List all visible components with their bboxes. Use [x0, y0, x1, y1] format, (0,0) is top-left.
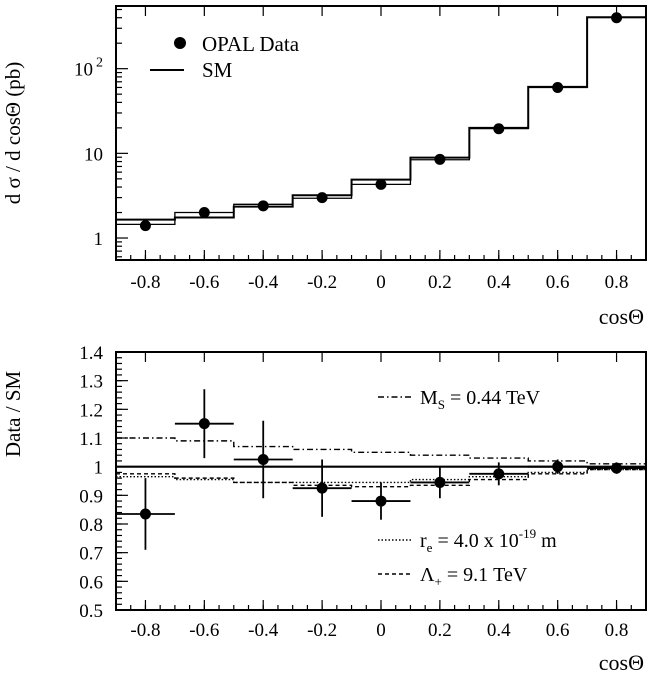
top-y-axis-label: d σ / d cosΘ (pb) [1, 62, 25, 205]
ratio-marker [611, 462, 623, 474]
bottom-y-tick-label: 0.9 [79, 486, 103, 507]
legend-ms-symbol: M [420, 387, 438, 409]
bottom-legend: MS = 0.44 TeV re = 4.0 x 10-19 m Λ+ = 9.… [378, 387, 557, 589]
bottom-data-point [528, 459, 588, 474]
legend-data-marker [174, 37, 186, 49]
bottom-x-tick-label: -0.2 [307, 620, 337, 641]
bottom-data-point [410, 466, 470, 499]
legend-lambda-sub: + [435, 574, 442, 589]
top-data-point [434, 153, 446, 165]
bottom-marks [116, 389, 646, 550]
bottom-y-tick-label: 0.5 [79, 601, 103, 622]
sm-step-line-alt-0 [116, 16, 646, 226]
top-x-tick-label: -0.4 [248, 272, 279, 293]
ms-curve [116, 437, 646, 465]
lambda-curve [116, 468, 646, 488]
bottom-data-point [116, 478, 175, 550]
bottom-x-tick-label: -0.4 [248, 620, 279, 641]
bottom-y-axis-label: Data / SM [1, 371, 25, 458]
legend-ms-value: = 0.44 TeV [445, 387, 541, 409]
bottom-data-point [233, 420, 293, 499]
bottom-y-tick-label: 1.4 [79, 343, 103, 364]
ratio-marker [552, 461, 564, 473]
ratio-marker [198, 418, 210, 430]
ratio-marker [316, 482, 328, 494]
bottom-data-point [351, 482, 411, 520]
top-data-point [552, 81, 564, 93]
legend-re-label: re = 4.0 x 10-19 m [420, 526, 557, 555]
top-data-point [257, 200, 269, 212]
bottom-panel: -0.8 -0.6 -0.4 -0.2 0 0.2 0.4 0.6 0.8 0.5 0.6 0.7 0.… [1, 343, 647, 675]
legend-lambda-value: = 9.1 TeV [442, 564, 528, 586]
legend-sm-label: SM [202, 58, 233, 82]
ratio-marker [139, 508, 151, 520]
bottom-y-tick-label: 0.6 [79, 572, 103, 593]
ratio-marker [434, 476, 446, 488]
top-data-point [139, 220, 151, 232]
top-data-point [493, 123, 505, 135]
legend-lambda-symbol: Λ [420, 564, 435, 586]
top-y-tick-exponent: 2 [96, 56, 103, 71]
top-x-tick-label: -0.6 [189, 272, 219, 293]
bottom-plot-frame [115, 351, 647, 611]
bottom-y-tick-label: 1.3 [79, 372, 103, 393]
legend-ms-label: MS = 0.44 TeV [420, 387, 541, 412]
bottom-x-tick-label: -0.6 [189, 620, 219, 641]
top-y-tick-label: 10 [84, 144, 103, 165]
top-x-axis-label: cosΘ [599, 304, 644, 329]
bottom-data-point [469, 462, 529, 486]
legend-re-value: = 4.0 x 10 [432, 530, 518, 552]
bottom-x-tick-label: 0 [376, 620, 386, 641]
bottom-data-point [174, 389, 234, 459]
bottom-data-point [292, 459, 352, 517]
legend-re-unit: m [536, 530, 557, 552]
bottom-y-tick-label: 0.7 [79, 544, 103, 565]
top-marks [116, 12, 646, 232]
top-x-tick-label: -0.8 [130, 272, 160, 293]
legend-re-exp: -19 [519, 526, 536, 541]
top-data-point [611, 12, 623, 24]
top-data-point [375, 178, 387, 190]
top-x-tick-label: 0.6 [546, 272, 570, 293]
bottom-x-axis-label: cosΘ [599, 650, 644, 675]
top-data-point [316, 192, 328, 204]
bottom-x-tick-label: -0.8 [130, 620, 160, 641]
top-x-tick-label: 0.2 [428, 272, 452, 293]
bottom-x-tick-label: 0.2 [428, 620, 452, 641]
top-legend: OPAL Data SM [150, 32, 300, 82]
top-x-tick-label: 0.8 [605, 272, 629, 293]
legend-data-label: OPAL Data [202, 32, 300, 56]
legend-lambda-label: Λ+ = 9.1 TeV [420, 564, 528, 589]
bottom-ticks: -0.8 -0.6 -0.4 -0.2 0 0.2 0.4 0.6 0.8 0.5 0.6 0.7 0.… [79, 343, 647, 641]
top-y-tick-label: 10 [74, 60, 93, 81]
bottom-x-tick-label: 0.6 [546, 620, 570, 641]
bottom-y-tick-label: 0.8 [79, 515, 103, 536]
top-data-point [198, 207, 210, 219]
bottom-x-tick-label: 0.4 [487, 620, 511, 641]
top-x-tick-label: -0.2 [307, 272, 337, 293]
bottom-x-tick-label: 0.8 [605, 620, 629, 641]
ratio-marker [375, 495, 387, 507]
ratio-marker [493, 468, 505, 480]
bottom-y-tick-label: 1.2 [79, 400, 103, 421]
top-y-tick-label: 1 [94, 229, 104, 250]
bottom-data-point [587, 462, 646, 474]
legend-re-symbol: r [420, 530, 427, 552]
legend-ms-sub: S [438, 397, 445, 412]
bottom-y-tick-label: 1 [94, 458, 104, 479]
bottom-y-tick-label: 1.1 [79, 429, 103, 450]
legend-re-sub: e [427, 540, 433, 555]
top-x-tick-label: 0.4 [487, 272, 511, 293]
top-plot-frame [115, 5, 647, 261]
re-curve [116, 468, 646, 484]
top-x-tick-label: 0 [376, 272, 386, 293]
ratio-marker [257, 454, 269, 465]
